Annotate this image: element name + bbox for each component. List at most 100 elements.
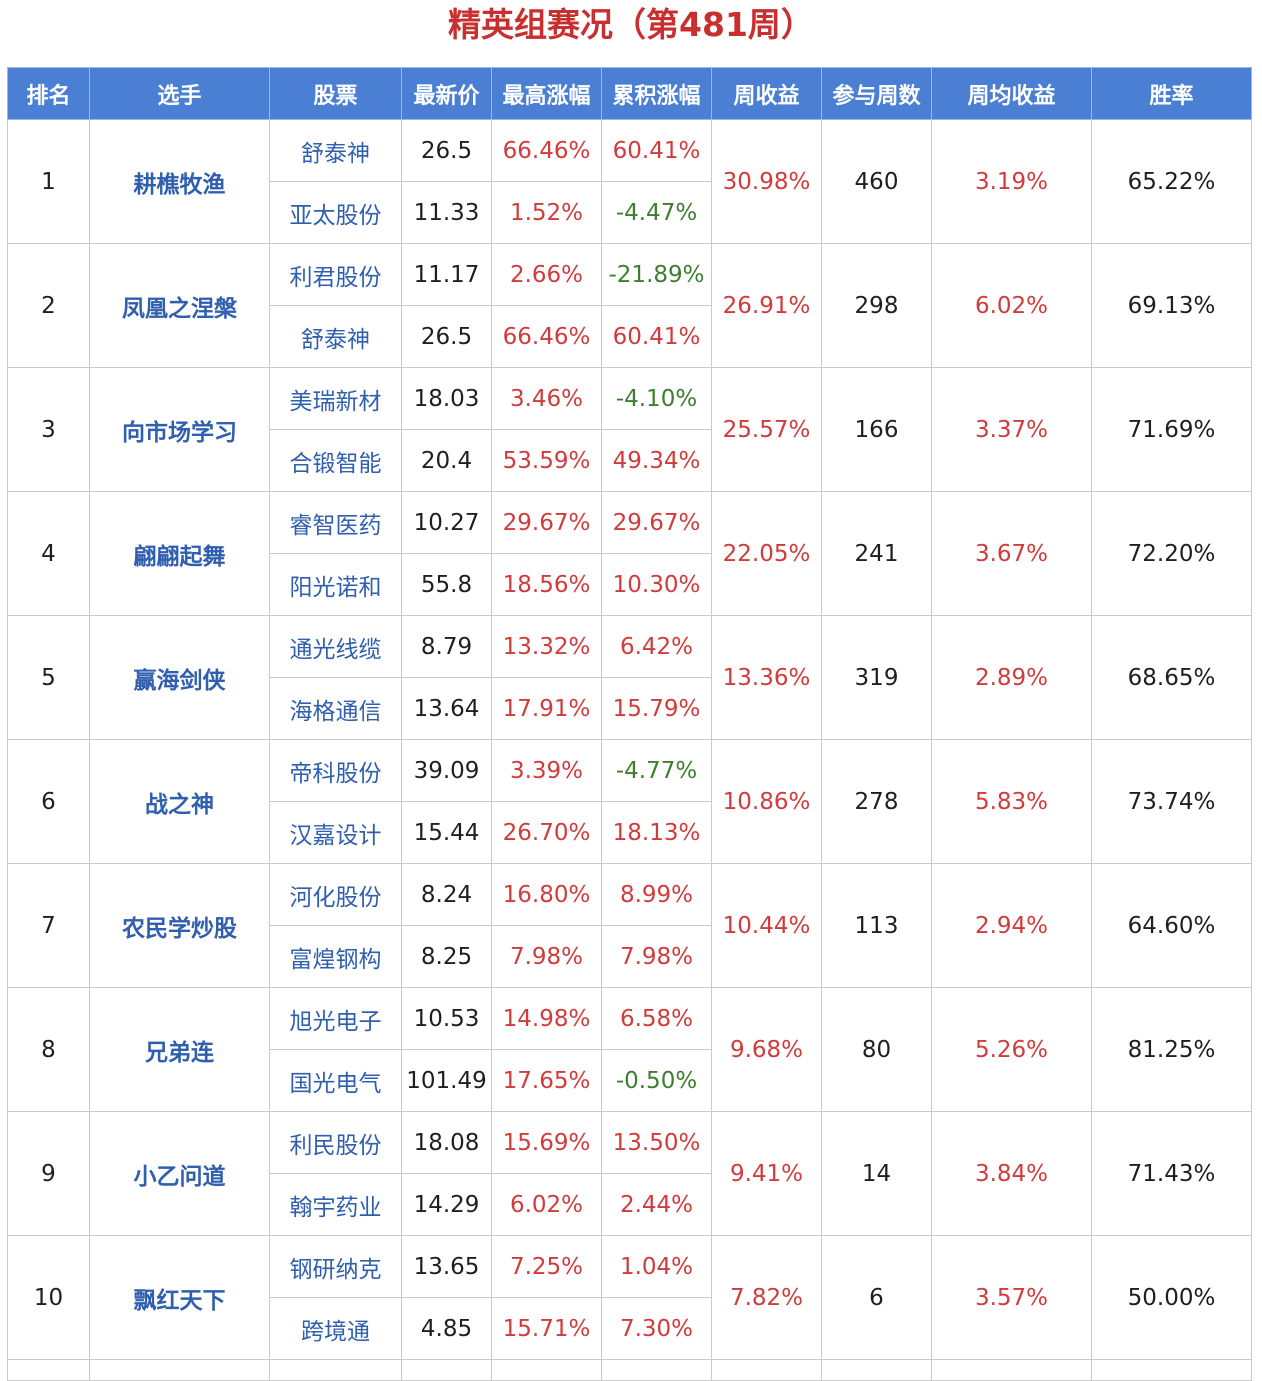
max-gain: 15.71% [491, 1297, 602, 1360]
empty-cell [89, 1359, 270, 1381]
table-row: 6 战之神 帝科股份 39.09 3.39% -4.77% 10.86% 278 5.83% 73… [7, 739, 1252, 864]
weekly-return: 30.98% [711, 119, 822, 244]
latest-price: 101.49 [401, 1049, 492, 1112]
latest-price: 4.85 [401, 1297, 492, 1360]
table-row: 9 小乙问道 利民股份 18.08 15.69% 13.50% 9.41% 14 3.84% 71… [7, 1111, 1252, 1236]
table-header-row: 排名 选手 股票 最新价 最高涨幅 累积涨幅 周收益 参与周数 周均收益 胜率 [7, 67, 1252, 120]
latest-price: 13.65 [401, 1235, 492, 1298]
latest-price: 8.24 [401, 863, 492, 926]
table-row: 5 赢海剑侠 通光线缆 8.79 13.32% 6.42% 13.36% 319 2.89% 68… [7, 615, 1252, 740]
stock-name: 翰宇药业 [269, 1173, 402, 1236]
table-row: 4 翩翩起舞 睿智医药 10.27 29.67% 29.67% 22.05% 241 3.67%… [7, 491, 1252, 616]
weeks-participated: 166 [821, 367, 932, 492]
win-rate: 69.13% [1091, 243, 1252, 368]
column-header-weeks-participated: 参与周数 [821, 67, 932, 120]
column-header-weekly-return: 周收益 [711, 67, 822, 120]
stock-name: 舒泰神 [269, 119, 402, 182]
player-name: 小乙问道 [89, 1111, 270, 1236]
stock-name: 河化股份 [269, 863, 402, 926]
max-gain: 66.46% [491, 119, 602, 182]
column-header-rank: 排名 [7, 67, 90, 120]
column-header-latest-price: 最新价 [401, 67, 492, 120]
latest-price: 20.4 [401, 429, 492, 492]
average-weekly-return: 5.26% [931, 987, 1092, 1112]
table-row: 2 凤凰之涅槃 利君股份 11.17 2.66% -21.89% 26.91% 298 6.02… [7, 243, 1252, 368]
table-row: 8 兄弟连 旭光电子 10.53 14.98% 6.58% 9.68% 80 5.26% 81.2… [7, 987, 1252, 1112]
stock-name: 钢研纳克 [269, 1235, 402, 1298]
stock-name: 舒泰神 [269, 305, 402, 368]
weekly-return: 9.68% [711, 987, 822, 1112]
rank-cell: 10 [7, 1235, 90, 1360]
max-gain: 1.52% [491, 181, 602, 244]
average-weekly-return: 3.19% [931, 119, 1092, 244]
rank-cell: 6 [7, 739, 90, 864]
latest-price: 13.64 [401, 677, 492, 740]
cumulative-gain: -0.50% [601, 1049, 712, 1112]
player-name: 赢海剑侠 [89, 615, 270, 740]
table-body: 1 耕樵牧渔 舒泰神 26.5 66.46% 60.41% 30.98% 460 3.19% 65… [7, 119, 1252, 1381]
player-name: 耕樵牧渔 [89, 119, 270, 244]
empty-cell [711, 1359, 822, 1381]
cumulative-gain: -4.10% [601, 367, 712, 430]
max-gain: 16.80% [491, 863, 602, 926]
latest-price: 8.25 [401, 925, 492, 988]
empty-cell [269, 1359, 402, 1381]
player-name: 兄弟连 [89, 987, 270, 1112]
stock-name: 帝科股份 [269, 739, 402, 802]
ranking-table: 排名 选手 股票 最新价 最高涨幅 累积涨幅 周收益 参与周数 周均收益 胜率 … [7, 67, 1252, 1381]
empty-cell [821, 1359, 932, 1381]
empty-cell [1091, 1359, 1252, 1381]
latest-price: 11.17 [401, 243, 492, 306]
average-weekly-return: 3.67% [931, 491, 1092, 616]
weekly-return: 10.86% [711, 739, 822, 864]
weeks-participated: 6 [821, 1235, 932, 1360]
cumulative-gain: -21.89% [601, 243, 712, 306]
average-weekly-return: 3.37% [931, 367, 1092, 492]
player-name: 飘红天下 [89, 1235, 270, 1360]
table-row: 翰宇药业 14.29 6.02% 2.44% [8, 1173, 1252, 1236]
average-weekly-return: 5.83% [931, 739, 1092, 864]
player-name: 农民学炒股 [89, 863, 270, 988]
latest-price: 26.5 [401, 305, 492, 368]
cumulative-gain: 6.58% [601, 987, 712, 1050]
average-weekly-return: 3.84% [931, 1111, 1092, 1236]
table-row: 10 飘红天下 钢研纳克 13.65 7.25% 1.04% 7.82% 6 3.57% 50.0… [7, 1235, 1252, 1360]
win-rate: 50.00% [1091, 1235, 1252, 1360]
weeks-participated: 80 [821, 987, 932, 1112]
weekly-return: 26.91% [711, 243, 822, 368]
cumulative-gain: 7.98% [601, 925, 712, 988]
max-gain: 15.69% [491, 1111, 602, 1174]
weeks-participated: 460 [821, 119, 932, 244]
rank-cell: 1 [7, 119, 90, 244]
win-rate: 68.65% [1091, 615, 1252, 740]
weeks-participated: 278 [821, 739, 932, 864]
win-rate: 64.60% [1091, 863, 1252, 988]
cumulative-gain: 18.13% [601, 801, 712, 864]
weeks-participated: 14 [821, 1111, 932, 1236]
average-weekly-return: 3.57% [931, 1235, 1092, 1360]
latest-price: 11.33 [401, 181, 492, 244]
max-gain: 2.66% [491, 243, 602, 306]
stock-name: 通光线缆 [269, 615, 402, 678]
max-gain: 7.98% [491, 925, 602, 988]
latest-price: 18.08 [401, 1111, 492, 1174]
table-row [7, 1359, 1252, 1381]
weekly-return: 10.44% [711, 863, 822, 988]
weeks-participated: 241 [821, 491, 932, 616]
cumulative-gain: 60.41% [601, 305, 712, 368]
weekly-return: 25.57% [711, 367, 822, 492]
column-header-max-gain: 最高涨幅 [491, 67, 602, 120]
cumulative-gain: 13.50% [601, 1111, 712, 1174]
stock-name: 睿智医药 [269, 491, 402, 554]
table-row: 富煌钢构 8.25 7.98% 7.98% [8, 925, 1252, 988]
max-gain: 53.59% [491, 429, 602, 492]
cumulative-gain: 6.42% [601, 615, 712, 678]
max-gain: 26.70% [491, 801, 602, 864]
cumulative-gain: 1.04% [601, 1235, 712, 1298]
column-header-player: 选手 [89, 67, 270, 120]
max-gain: 66.46% [491, 305, 602, 368]
empty-cell [601, 1359, 712, 1381]
latest-price: 15.44 [401, 801, 492, 864]
max-gain: 3.46% [491, 367, 602, 430]
empty-cell [7, 1359, 90, 1381]
